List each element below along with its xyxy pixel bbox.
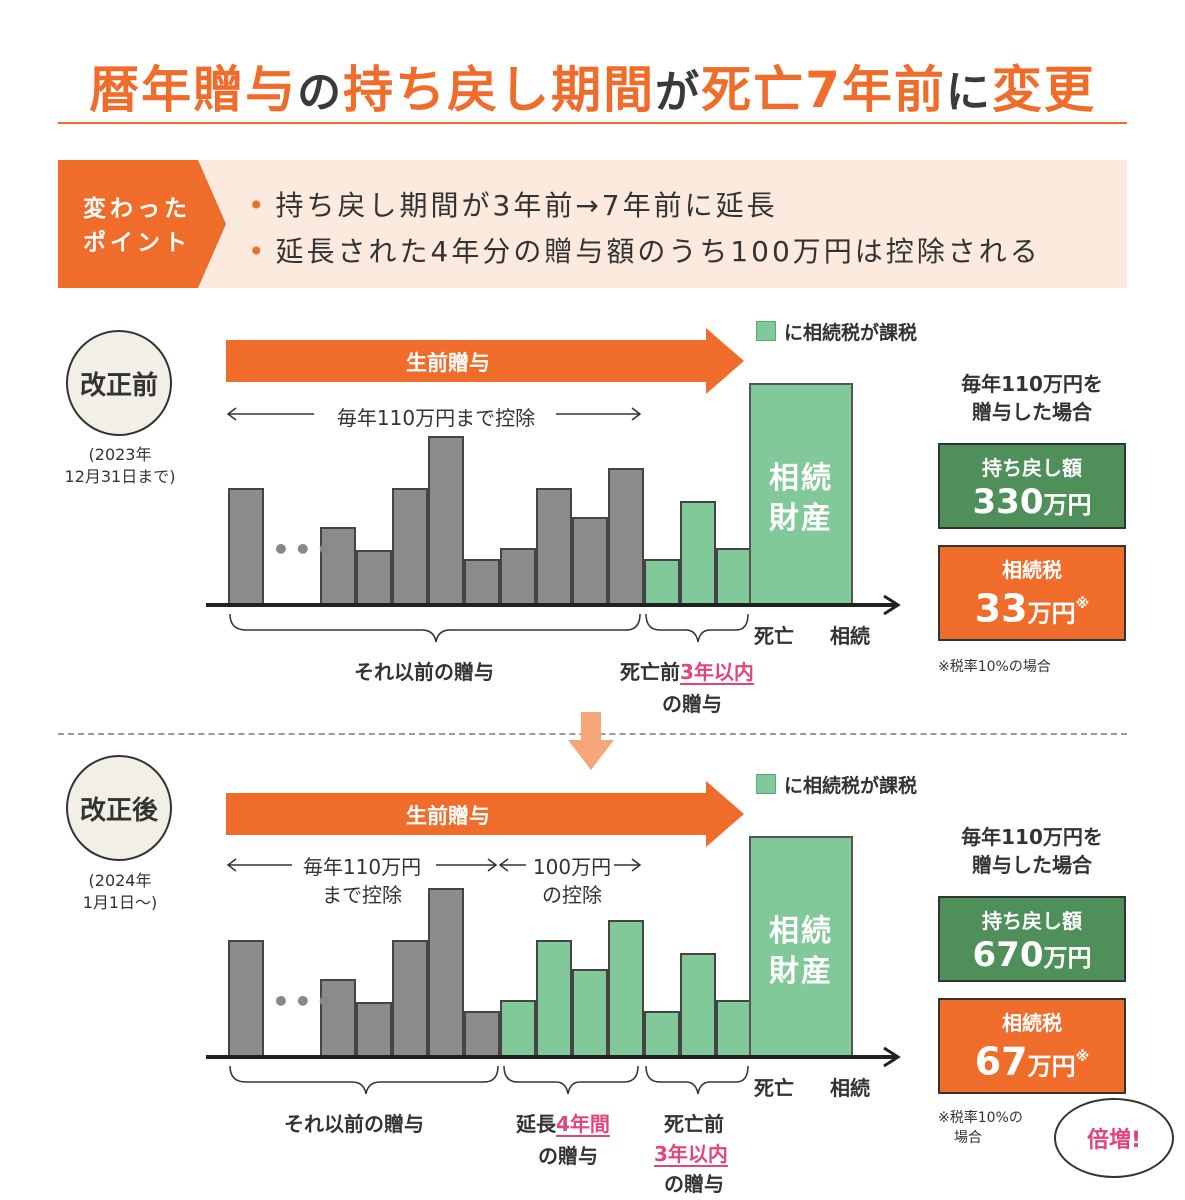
points-badge-shape	[58, 160, 226, 288]
bullet-icon: •	[248, 189, 268, 222]
before-side-heading: 毎年110万円を 贈与した場合	[961, 372, 1103, 424]
gift-bar-gray	[320, 979, 356, 1057]
points-badge: 変わった ポイント	[83, 196, 191, 256]
before-badge: 改正前	[66, 330, 172, 436]
axis-inherit-label: 相続	[830, 624, 870, 648]
bracket-recent-gifts: 死亡前3年以内	[620, 660, 754, 684]
after-tax-note: ※税率10%の 場合	[938, 1110, 1023, 1146]
gift-bar-green	[716, 1000, 752, 1057]
before-tax-box: 相続税 33万円※	[938, 545, 1126, 641]
deduction-range-arrows	[226, 858, 642, 872]
bracket-recent-gifts-highlight: 3年以内	[654, 1142, 728, 1166]
gift-bar-gray	[392, 488, 428, 605]
down-arrow-icon	[568, 712, 614, 770]
doubled-speech-bubble: 倍増!	[1054, 1098, 1174, 1178]
before-date: (2023年 12月31日まで)	[64, 445, 176, 486]
inherited-estate-block: 相続 財産	[749, 383, 853, 605]
axis-death-label: 死亡	[754, 1076, 794, 1100]
gift-bar-gray	[320, 527, 356, 605]
bracket-extended-gifts-suffix: の贈与	[538, 1144, 598, 1168]
title-underline	[58, 122, 1127, 124]
timeline-axis	[206, 594, 901, 616]
gift-bar-gray	[464, 559, 500, 605]
arrow-label: 生前贈与	[406, 351, 490, 375]
bullet-icon: •	[248, 235, 268, 268]
gift-bar-gray	[572, 517, 608, 605]
axis-inherit-label: 相続	[830, 1076, 870, 1100]
bracket-earlier-gifts: それ以前の贈与	[354, 660, 494, 684]
legend-green-swatch	[756, 774, 776, 794]
bracket-recent-gifts-suffix: の贈与	[662, 692, 722, 716]
after-date: (2024年 1月1日〜)	[82, 871, 158, 912]
lifetime-gift-arrow	[226, 781, 744, 847]
gift-bar-green	[608, 920, 644, 1057]
gift-bar-green	[680, 953, 716, 1057]
point-item-1: • 持ち戻し期間が3年前→7年前に延長	[248, 189, 778, 222]
page-title: 暦年贈与の持ち戻し期間が死亡7年前に変更	[89, 61, 1096, 119]
bracket-recent-gifts-prefix: 死亡前	[664, 1112, 724, 1136]
gift-bar-gray	[428, 888, 464, 1057]
after-brackets	[229, 1065, 749, 1095]
bracket-extended-gifts: 延長4年間	[516, 1112, 610, 1136]
point-item-2: • 延長された4年分の贈与額のうち100万円は控除される	[248, 235, 1041, 268]
deduction-range-arrow	[226, 407, 642, 421]
gift-bar-gray	[356, 1002, 392, 1057]
ellipsis-icon: •••	[272, 533, 338, 566]
legend-label: に相続税が課税	[784, 775, 918, 797]
change-points-box	[58, 160, 1127, 288]
legend-green-swatch	[756, 321, 776, 341]
gift-bar-gray	[536, 488, 572, 605]
before-clawback-box: 持ち戻し額 330万円	[938, 443, 1126, 529]
after-side-heading: 毎年110万円を 贈与した場合	[961, 825, 1103, 877]
after-tax-box: 相続税 67万円※	[938, 998, 1126, 1094]
gift-bar-gray	[392, 940, 428, 1057]
gift-bar-gray	[228, 940, 264, 1057]
after-clawback-box: 持ち戻し額 670万円	[938, 896, 1126, 982]
bracket-recent-gifts-suffix: の贈与	[664, 1172, 724, 1196]
ellipsis-icon: •••	[272, 985, 338, 1018]
gift-bar-gray	[500, 548, 536, 605]
deduction-range-label-right: 100万円 の控除	[532, 855, 612, 907]
timeline-axis	[206, 1046, 901, 1068]
after-badge: 改正後	[66, 755, 172, 861]
bracket-earlier-gifts: それ以前の贈与	[284, 1112, 424, 1136]
gift-bar-green	[680, 501, 716, 605]
gift-bar-green	[536, 940, 572, 1057]
arrow-label: 生前贈与	[406, 804, 490, 828]
inherited-estate-block: 相続 財産	[749, 836, 853, 1058]
gift-bar-green	[572, 969, 608, 1057]
deduction-range-label-left: 毎年110万円 まで控除	[302, 855, 422, 907]
deduction-range-label: 毎年110万円まで控除	[336, 406, 536, 430]
legend-label: に相続税が課税	[784, 322, 918, 344]
before-tax-note: ※税率10%の場合	[938, 659, 1051, 675]
axis-death-label: 死亡	[754, 624, 794, 648]
gift-bar-gray	[608, 468, 644, 605]
gift-bar-gray	[428, 436, 464, 605]
lifetime-gift-arrow	[226, 328, 744, 394]
gift-bar-gray	[228, 488, 264, 605]
before-brackets	[229, 613, 749, 643]
